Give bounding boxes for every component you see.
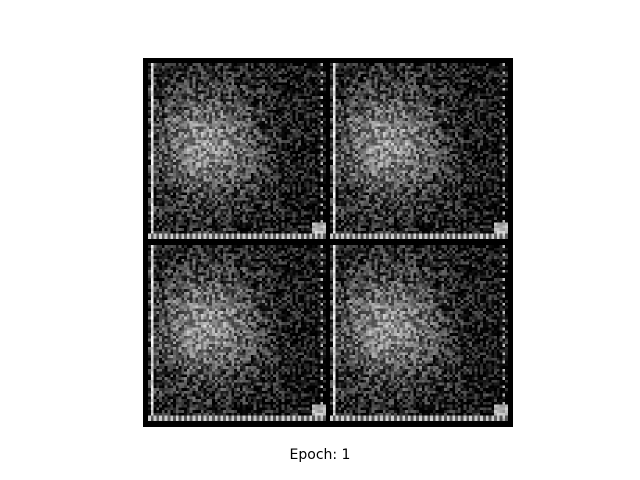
epoch-caption: Epoch: 1 [289, 447, 351, 463]
generated-image-tile [330, 63, 508, 239]
generated-image-tile [148, 245, 326, 421]
generated-image-tile [148, 63, 326, 239]
generated-image-tile [330, 245, 508, 421]
generated-image-grid [143, 58, 513, 427]
